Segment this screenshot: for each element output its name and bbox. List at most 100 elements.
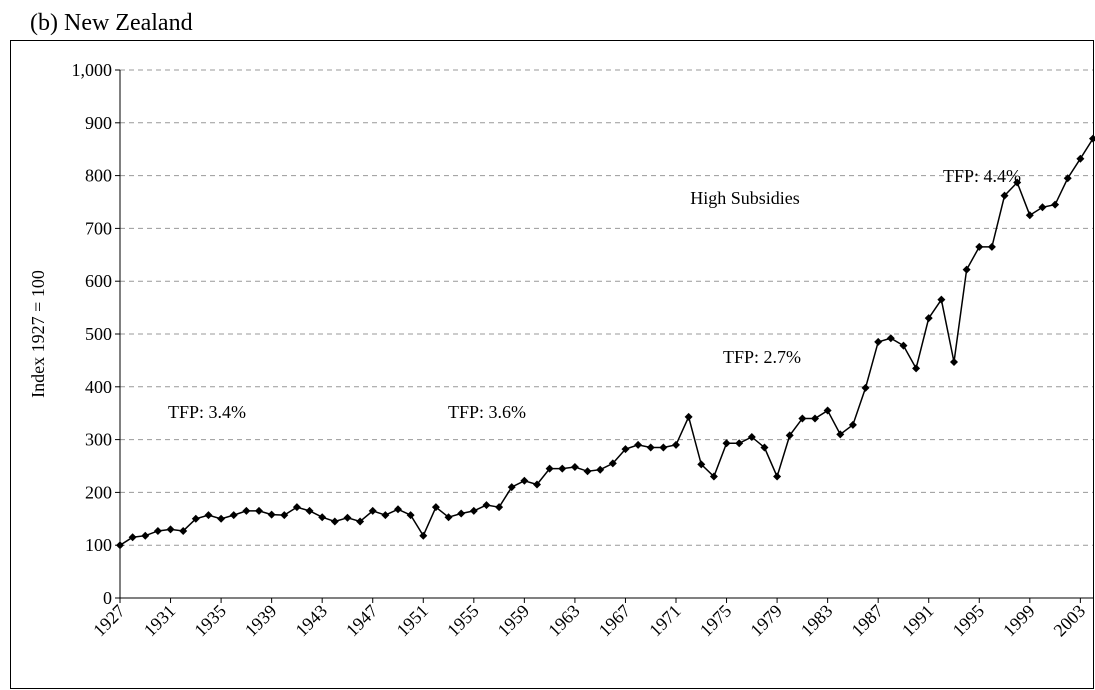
- data-point: [1089, 134, 1095, 143]
- y-tick-label: 700: [85, 218, 112, 238]
- data-point: [937, 295, 946, 304]
- data-point: [229, 511, 238, 520]
- data-point: [507, 483, 516, 492]
- annotation: TFP: 4.4%: [943, 166, 1021, 186]
- data-point: [950, 357, 958, 366]
- y-tick-label: 500: [85, 324, 112, 344]
- data-point: [191, 514, 200, 523]
- x-tick-label: 1975: [696, 601, 736, 641]
- data-point: [987, 242, 996, 251]
- y-tick-label: 900: [85, 113, 112, 133]
- data-point: [583, 467, 592, 476]
- y-tick-label: 1,000: [72, 60, 113, 80]
- x-tick-label: 1927: [89, 601, 129, 641]
- data-point: [128, 533, 137, 542]
- data-point: [280, 511, 289, 520]
- x-tick-label: 1947: [342, 601, 382, 641]
- x-tick-label: 1983: [797, 601, 837, 641]
- data-point: [394, 505, 402, 514]
- data-point: [419, 531, 428, 540]
- data-point: [672, 440, 680, 449]
- x-tick-label: 1967: [595, 601, 635, 641]
- data-point: [874, 337, 883, 346]
- y-tick-label: 300: [85, 430, 112, 450]
- data-point: [204, 511, 213, 520]
- data-point: [1076, 154, 1085, 163]
- data-point: [1038, 203, 1047, 212]
- data-point: [646, 443, 655, 452]
- data-point: [545, 464, 554, 473]
- data-point: [381, 511, 390, 520]
- data-point: [116, 541, 124, 550]
- data-point: [823, 406, 832, 415]
- annotation: TFP: 2.7%: [723, 347, 801, 367]
- data-point: [773, 472, 782, 481]
- data-point: [1025, 211, 1034, 220]
- data-point: [318, 513, 327, 522]
- data-point: [924, 314, 933, 323]
- data-point: [1051, 200, 1060, 209]
- y-tick-label: 200: [85, 482, 112, 502]
- data-point: [659, 443, 668, 452]
- y-tick-label: 400: [85, 377, 112, 397]
- chart-title: (b) New Zealand: [30, 10, 193, 36]
- data-point: [153, 526, 162, 535]
- data-point: [558, 464, 567, 473]
- chart-frame: [10, 40, 1094, 689]
- x-tick-label: 1995: [949, 601, 989, 641]
- data-point: [457, 509, 466, 518]
- y-tick-label: 0: [103, 588, 112, 608]
- data-point: [292, 503, 301, 512]
- x-tick-label: 1939: [241, 601, 281, 641]
- data-point: [848, 420, 857, 429]
- y-tick-label: 800: [85, 166, 112, 186]
- data-point: [242, 506, 251, 515]
- data-point: [785, 431, 794, 440]
- x-tick-label: 1935: [190, 601, 230, 641]
- data-point: [343, 513, 352, 522]
- data-line: [119, 138, 1094, 546]
- x-tick-label: 2003: [1050, 601, 1090, 641]
- data-point: [912, 364, 921, 373]
- data-point: [267, 510, 276, 519]
- data-point: [469, 506, 478, 515]
- data-point: [861, 383, 870, 392]
- data-point: [179, 526, 188, 535]
- data-point: [368, 506, 377, 515]
- x-tick-label: 1999: [999, 601, 1039, 641]
- data-point: [431, 503, 440, 512]
- x-tick-label: 1931: [140, 601, 180, 641]
- data-point: [975, 242, 984, 251]
- x-tick-label: 1979: [746, 601, 786, 641]
- data-point: [811, 414, 819, 423]
- y-tick-label: 600: [85, 271, 112, 291]
- data-point: [330, 517, 339, 526]
- x-tick-label: 1943: [291, 601, 331, 641]
- data-point: [533, 480, 541, 489]
- x-tick-label: 1963: [544, 601, 584, 641]
- data-point: [1013, 178, 1022, 187]
- x-tick-label: 1959: [494, 601, 534, 641]
- data-point: [1063, 174, 1072, 183]
- annotation: High Subsidies: [690, 188, 800, 208]
- x-tick-label: 1991: [898, 601, 938, 641]
- data-point: [596, 465, 605, 474]
- x-tick-label: 1971: [645, 601, 685, 641]
- data-point: [255, 506, 263, 515]
- data-point: [634, 440, 643, 449]
- data-point: [570, 463, 579, 472]
- data-point: [747, 432, 756, 441]
- data-point: [798, 414, 807, 423]
- data-point: [356, 517, 365, 526]
- data-point: [305, 506, 314, 515]
- data-point: [166, 525, 175, 534]
- data-point: [608, 459, 617, 468]
- data-point: [141, 531, 150, 540]
- data-point: [217, 514, 226, 523]
- data-point: [836, 430, 845, 439]
- data-point: [760, 443, 769, 452]
- data-point: [899, 341, 908, 350]
- data-point: [444, 513, 453, 522]
- annotation: TFP: 3.6%: [448, 402, 526, 422]
